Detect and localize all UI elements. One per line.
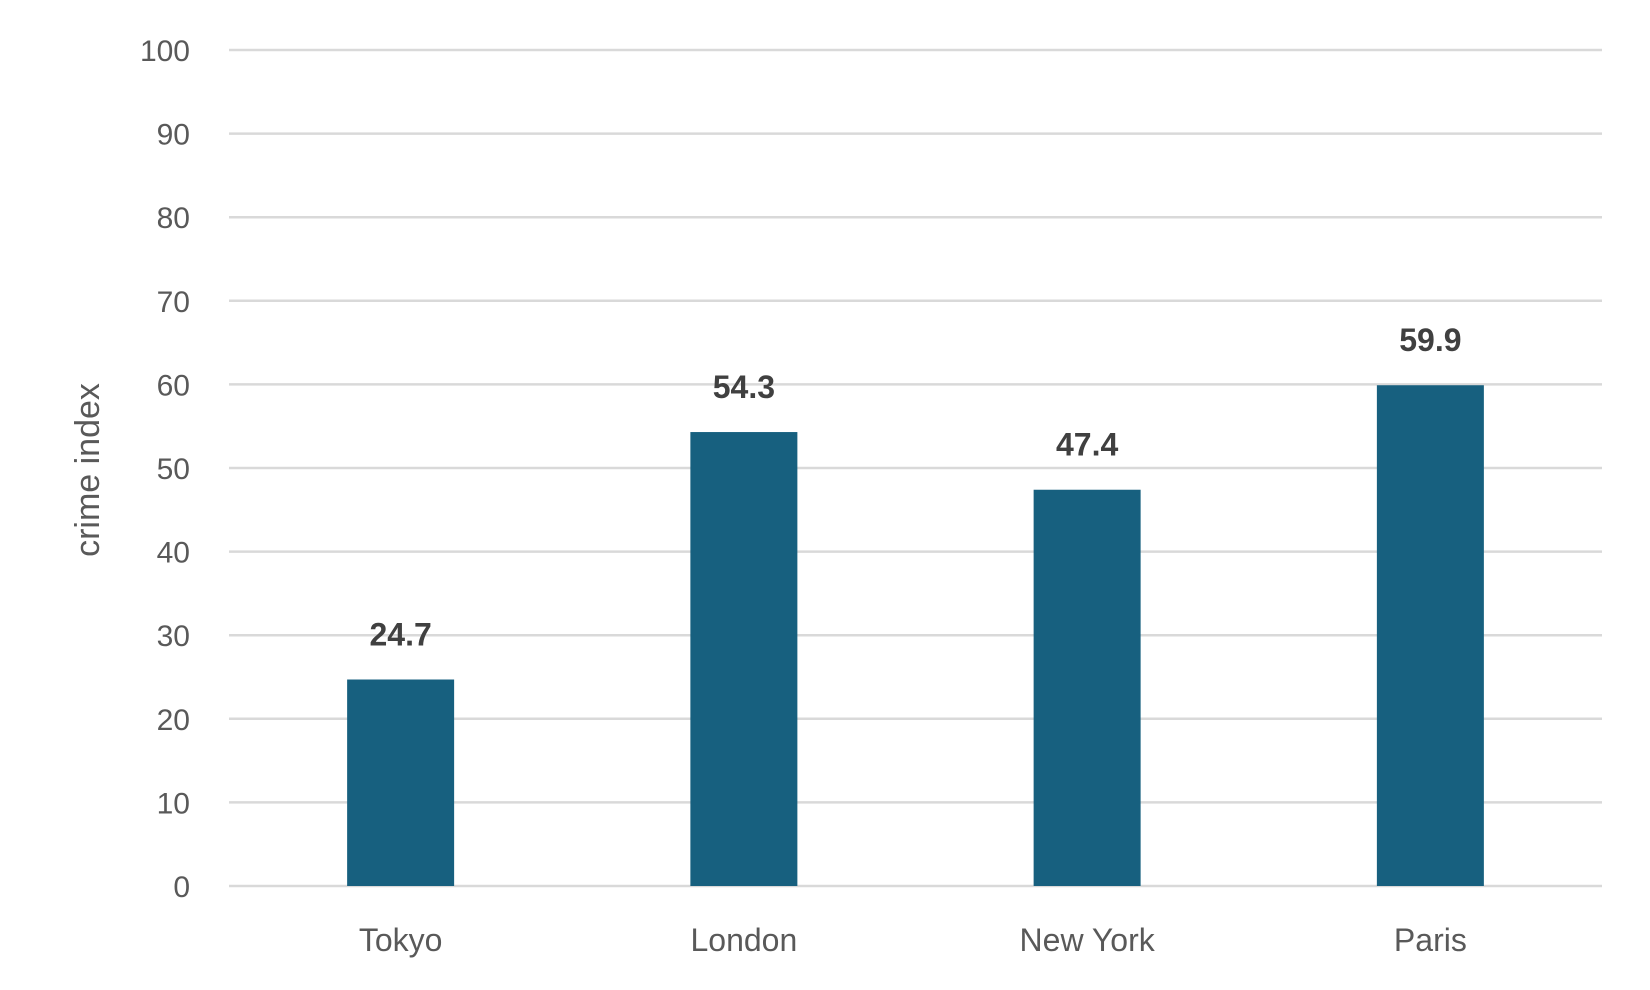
bar (690, 432, 798, 886)
data-label: 24.7 (369, 617, 431, 653)
y-tick-label: 90 (157, 119, 190, 152)
x-axis-ticks: Tokyo London New York Paris (359, 922, 1467, 958)
bar (1376, 385, 1484, 886)
gridlines (229, 48, 1602, 888)
x-tick-label: New York (1020, 922, 1156, 958)
bars (347, 385, 1484, 886)
y-tick-label: 0 (173, 871, 190, 904)
x-tick-label: Tokyo (359, 922, 443, 958)
y-axis-title: crime index (69, 383, 107, 557)
y-tick-label: 80 (157, 202, 190, 235)
bar (347, 679, 455, 886)
y-axis-ticks: 0 10 20 30 40 50 60 70 80 90 100 (140, 35, 190, 904)
data-label: 54.3 (713, 369, 775, 405)
y-tick-label: 50 (157, 453, 190, 486)
y-tick-label: 20 (157, 704, 190, 737)
x-tick-label: London (690, 922, 797, 958)
y-tick-label: 30 (157, 620, 190, 653)
data-label: 59.9 (1399, 322, 1461, 358)
data-labels: 24.7 54.3 47.4 59.9 (369, 322, 1461, 652)
y-tick-label: 70 (157, 286, 190, 319)
y-tick-label: 60 (157, 369, 190, 402)
y-tick-label: 40 (157, 537, 190, 570)
data-label: 47.4 (1056, 427, 1118, 463)
x-tick-label: Paris (1394, 922, 1467, 958)
y-tick-label: 10 (157, 787, 190, 820)
bar (1033, 489, 1141, 886)
y-tick-label: 100 (140, 35, 190, 68)
